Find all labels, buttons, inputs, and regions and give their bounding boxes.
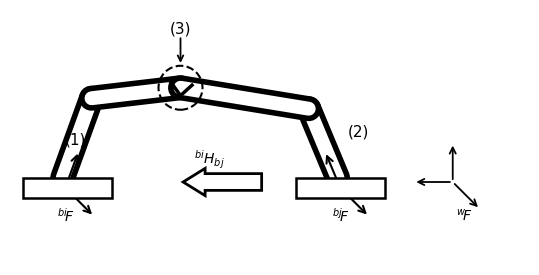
Text: $^{bi}\!F$: $^{bi}\!F$ xyxy=(57,207,74,225)
Bar xyxy=(24,178,113,198)
Bar xyxy=(296,178,385,198)
Text: (1): (1) xyxy=(65,133,86,148)
FancyArrow shape xyxy=(183,168,261,196)
Text: $^{w}\!F$: $^{w}\!F$ xyxy=(456,208,472,224)
Text: (2): (2) xyxy=(348,125,369,140)
Text: (3): (3) xyxy=(170,21,191,36)
Text: $^{bi}H_{bj}$: $^{bi}H_{bj}$ xyxy=(194,148,225,170)
Text: $^{bj}\!F$: $^{bj}\!F$ xyxy=(331,207,349,225)
